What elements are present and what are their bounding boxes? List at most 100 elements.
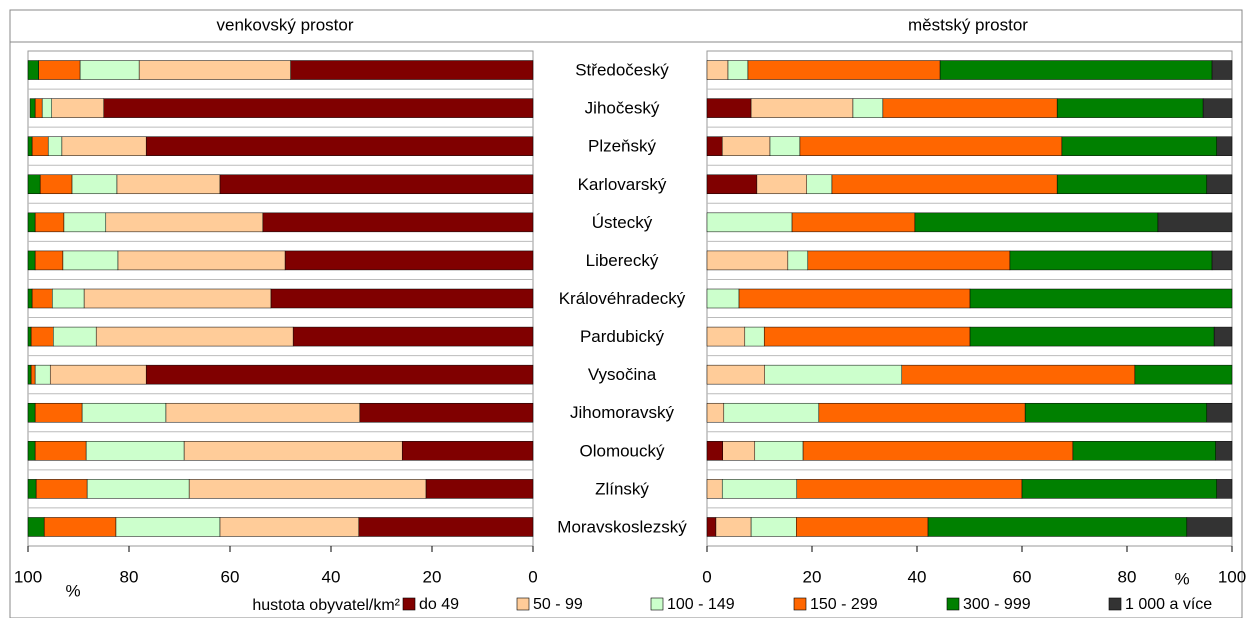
category-label: Olomoucký [579,441,665,460]
bar-segment [35,479,88,499]
bar-segment [27,136,33,156]
bar-segment [1024,402,1208,423]
category-label: Vysočina [588,365,657,384]
bar-segment [61,136,147,156]
bar-segment [95,326,294,347]
bar-segment [721,136,771,156]
bar-segment [706,212,793,233]
bar-segment [706,136,723,156]
bar-segment [85,441,185,461]
bar-segment [969,288,1233,309]
legend-label: 300 - 999 [963,596,1031,613]
bar-segment [53,326,97,347]
bar-segment [47,136,63,156]
bar-segment [1206,402,1233,423]
bar-segment [262,212,534,233]
category-label: Jihočeský [585,99,660,118]
bar-segment [1021,479,1218,499]
x-tick-label: 20 [423,567,442,586]
bar-segment [802,441,1074,461]
bar-segment [34,98,43,118]
bar-segment [105,212,264,233]
bar-segment [1215,441,1233,461]
bar-segment [1206,174,1233,195]
legend-label: 1 000 a více [1125,596,1212,613]
bar-segment [27,250,36,271]
bar-segment [34,250,64,271]
bar-segment [750,98,854,118]
bar-segment [188,479,427,499]
bar-segment [284,250,534,271]
panel-title: městský prostor [908,15,1028,34]
bar-segment [34,364,51,385]
bar-segment [706,441,723,461]
bar-segment [29,98,36,118]
bar-segment [1216,479,1233,499]
bar-segment [939,60,1213,80]
bar-segment [721,479,798,499]
legend-swatch [1108,597,1122,611]
bar-segment [914,212,1159,233]
category-label: Plzeňský [588,137,657,156]
bar-segment [763,326,971,347]
bar-segment [806,174,833,195]
x-tick-label: 0 [702,567,711,586]
x-tick-label: 0 [528,567,537,586]
bar-segment [30,326,54,347]
bar-segment [706,174,758,195]
bar-segment [165,402,361,423]
bar-segment [706,517,717,537]
bar-segment [1134,364,1233,385]
x-tick-label: 80 [120,567,139,586]
category-label: Ústecký [592,213,653,232]
bar-segment [1061,136,1218,156]
bar-segment [359,402,534,423]
bar-segment [882,98,1058,118]
bar-segment [715,517,752,537]
bar-segment [796,479,1023,499]
x-tick-label: 40 [322,567,341,586]
x-tick-label: 100 [1218,567,1246,586]
bar-segment [723,402,820,423]
bar-segment [425,479,534,499]
bar-segment [27,364,32,385]
bar-segment [738,288,971,309]
bar-segment [1186,517,1233,537]
bar-segment [1072,441,1216,461]
bar-segment [81,402,167,423]
bar-segment [769,136,801,156]
bar-segment [727,60,749,80]
x-tick-label: 80 [1118,567,1137,586]
bar-segment [138,60,291,80]
bar-segment [183,441,403,461]
bar-segment [51,288,85,309]
bar-segment [79,60,140,80]
bar-segment [34,212,65,233]
bar-segment [796,517,929,537]
bar-segment [145,136,534,156]
bar-segment [83,288,272,309]
bar-segment [706,98,752,118]
bar-segment [63,212,107,233]
bar-segment [706,364,765,385]
bar-segment [27,60,39,80]
bar-segment [51,98,104,118]
bar-segment [706,288,740,309]
bar-segment [1009,250,1213,271]
bar-segment [852,98,884,118]
bar-segment [1211,250,1233,271]
legend-title: hustota obyvatel/km² [252,597,400,614]
bar-segment [791,212,916,233]
bar-segment [1056,174,1208,195]
bar-segment [27,441,36,461]
bar-segment [71,174,118,195]
x-tick-label: 20 [803,567,822,586]
bar-segment [901,364,1136,385]
bar-segment [401,441,534,461]
bar-segment [831,174,1058,195]
bar-segment [270,288,534,309]
bar-segment [754,441,804,461]
bar-segment [818,402,1026,423]
bar-segment [1056,98,1204,118]
